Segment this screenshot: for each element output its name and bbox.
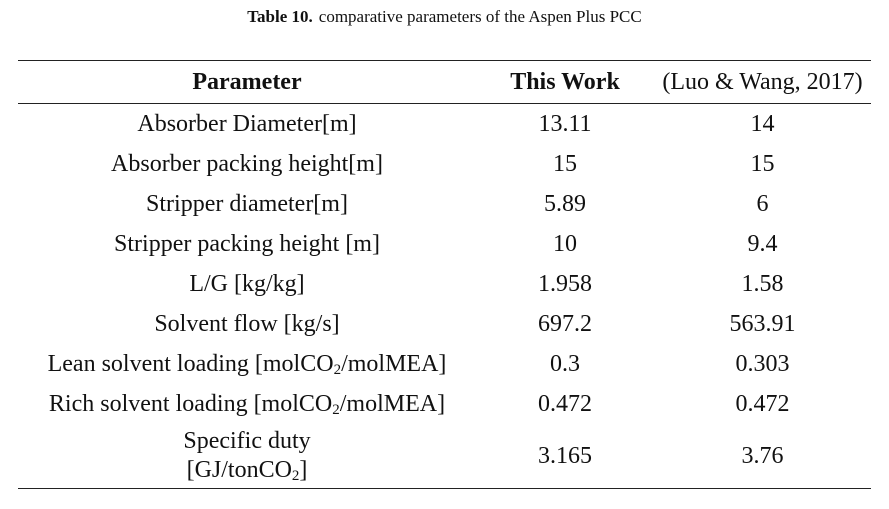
param-cell: Rich solvent loading [molCO2/molMEA] bbox=[18, 384, 476, 424]
param-cell: Stripper packing height [m] bbox=[114, 231, 380, 257]
param-cell: L/G [kg/kg] bbox=[189, 271, 305, 297]
luo-wang-cell: 0.303 bbox=[735, 351, 790, 377]
table-row: Solvent flow [kg/s] 697.2 563.91 bbox=[18, 304, 871, 344]
param-cell: Stripper diameter[m] bbox=[146, 191, 348, 217]
luo-wang-cell: 0.472 bbox=[735, 391, 790, 417]
luo-wang-cell: 1.58 bbox=[741, 271, 784, 297]
param-line-1: Specific duty bbox=[183, 428, 311, 454]
table-row: Specific duty [GJ/tonCO2] 3.165 3.76 bbox=[18, 424, 871, 489]
this-work-cell: 1.958 bbox=[538, 271, 592, 297]
table-row: Lean solvent loading [molCO2/molMEA] 0.3… bbox=[18, 344, 871, 384]
param-subscript: 2 bbox=[332, 402, 340, 418]
luo-wang-cell: 14 bbox=[750, 111, 775, 137]
this-work-cell: 0.3 bbox=[550, 351, 580, 377]
param-text: Rich solvent loading [molCO bbox=[48, 391, 333, 417]
header-row: Parameter This Work (Luo & Wang, 2017) bbox=[18, 60, 871, 104]
param-text-end: ] bbox=[299, 457, 308, 483]
luo-wang-cell: 9.4 bbox=[747, 231, 778, 257]
param-cell: Solvent flow [kg/s] bbox=[154, 311, 340, 337]
param-cell: Lean solvent loading [molCO2/molMEA] bbox=[18, 344, 476, 384]
this-work-cell: 3.165 bbox=[538, 442, 592, 469]
luo-wang-cell: 6 bbox=[756, 191, 769, 217]
comparison-table: Parameter This Work (Luo & Wang, 2017) A… bbox=[18, 60, 871, 489]
table-row: Absorber packing height[m] 15 15 bbox=[18, 144, 871, 184]
table-row: Absorber Diameter[m] 13.11 14 bbox=[18, 104, 871, 145]
param-cell: Specific duty [GJ/tonCO2] bbox=[18, 424, 476, 489]
param-subscript: 2 bbox=[291, 468, 300, 484]
table-row: Rich solvent loading [molCO2/molMEA] 0.4… bbox=[18, 384, 871, 424]
header-parameter: Parameter bbox=[18, 60, 476, 104]
luo-wang-cell: 563.91 bbox=[729, 311, 796, 337]
this-work-cell: 13.11 bbox=[538, 111, 592, 137]
this-work-cell: 697.2 bbox=[538, 311, 592, 337]
table-row: Stripper packing height [m] 10 9.4 bbox=[18, 224, 871, 264]
this-work-cell: 0.472 bbox=[538, 391, 592, 417]
table-row: Stripper diameter[m] 5.89 6 bbox=[18, 184, 871, 224]
param-text-end: /molMEA] bbox=[341, 351, 447, 377]
param-text: Lean solvent loading [molCO bbox=[47, 351, 334, 377]
this-work-cell: 15 bbox=[553, 151, 577, 177]
caption-label: Table 10. bbox=[247, 7, 313, 26]
luo-wang-cell: 3.76 bbox=[741, 442, 784, 469]
comparison-table-container: Parameter This Work (Luo & Wang, 2017) A… bbox=[18, 60, 871, 489]
param-text-end: /molMEA] bbox=[339, 391, 446, 417]
param-text: [GJ/tonCO bbox=[186, 457, 292, 483]
table-row: L/G [kg/kg] 1.958 1.58 bbox=[18, 264, 871, 304]
param-subscript: 2 bbox=[333, 362, 342, 378]
param-cell: Absorber packing height[m] bbox=[111, 151, 383, 177]
param-line-2: [GJ/tonCO2] bbox=[18, 456, 476, 485]
param-cell: Absorber Diameter[m] bbox=[137, 111, 357, 137]
header-this-work: This Work bbox=[476, 60, 654, 104]
this-work-cell: 5.89 bbox=[544, 191, 586, 217]
table-caption: Table 10. comparative parameters of the A… bbox=[0, 6, 889, 28]
this-work-cell: 10 bbox=[553, 231, 577, 257]
luo-wang-cell: 15 bbox=[750, 151, 775, 177]
caption-text: comparative parameters of the Aspen Plus… bbox=[318, 7, 642, 26]
header-luo-wang: (Luo & Wang, 2017) bbox=[654, 60, 871, 104]
